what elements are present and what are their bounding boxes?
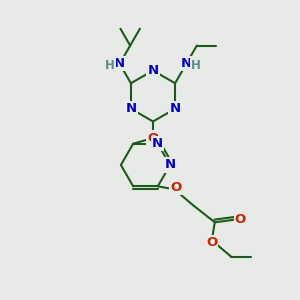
Text: H: H <box>105 59 115 72</box>
Text: O: O <box>170 181 182 194</box>
Text: O: O <box>235 213 246 226</box>
Text: N: N <box>164 158 176 172</box>
Text: N: N <box>152 137 164 150</box>
Text: O: O <box>147 131 159 145</box>
Text: N: N <box>181 57 192 70</box>
Text: N: N <box>169 102 181 115</box>
Text: O: O <box>206 236 218 249</box>
Text: N: N <box>147 64 159 77</box>
Text: N: N <box>114 57 125 70</box>
Text: H: H <box>191 59 201 72</box>
Text: N: N <box>125 102 136 115</box>
